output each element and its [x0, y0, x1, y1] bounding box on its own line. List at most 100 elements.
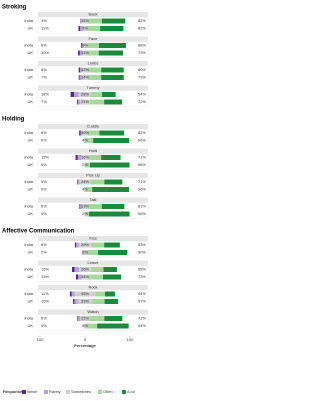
row-label: India [24, 267, 33, 272]
bar-segment [82, 204, 88, 209]
legend-label: Never [27, 389, 38, 394]
bar-segment [85, 162, 90, 168]
panel-strip [38, 148, 148, 154]
row-label: India [24, 130, 33, 135]
value-label: 7% [41, 99, 47, 104]
panel-strip [38, 36, 148, 42]
value-label: 81% [138, 204, 146, 209]
panel-strip [38, 309, 148, 315]
panel-title: Pick Up [86, 173, 101, 178]
row-label: UK [27, 323, 33, 328]
value-label: 33% [81, 299, 89, 304]
legend-swatch [44, 390, 48, 394]
bar-segment [76, 242, 79, 248]
panel-strip [38, 85, 148, 91]
bar-segment [79, 179, 91, 185]
bar-segment [101, 75, 124, 80]
row-label: India [24, 92, 33, 97]
bar-segment [74, 267, 80, 272]
legend-label: Sometimes [71, 389, 91, 394]
bar-segment [85, 187, 93, 192]
value-label: 0% [41, 162, 47, 167]
value-label: 72% [138, 316, 146, 321]
bar-segment [89, 162, 130, 168]
bar-segment [104, 316, 123, 321]
value-label: 0% [41, 138, 47, 143]
value-label: 90% [138, 250, 146, 255]
bar-segment [78, 67, 81, 73]
x-tick-label: 0 [84, 337, 87, 342]
value-label: 0% [41, 323, 47, 328]
bar-segment [104, 242, 120, 248]
value-label: 98% [138, 211, 146, 216]
bar-segment [82, 130, 88, 136]
bar-segment [73, 299, 75, 304]
bar-segment [98, 43, 126, 48]
bar-segment [75, 155, 78, 160]
bar-segment [79, 267, 91, 272]
panel-strip [38, 285, 148, 290]
row-label: UK [27, 162, 33, 167]
bar-segment [77, 299, 93, 304]
panel-strip [38, 173, 148, 178]
row-label: UK [27, 187, 33, 192]
value-label: 8% [41, 242, 47, 247]
bar-segment [71, 267, 75, 272]
bar-segment [78, 179, 80, 185]
bar-segment [87, 67, 102, 73]
row-label: India [24, 242, 33, 247]
bar-segment [82, 50, 88, 56]
value-label: 21% [81, 99, 89, 104]
row-label: UK [27, 211, 33, 216]
bar-segment [104, 299, 119, 304]
legend-swatch [66, 390, 70, 394]
value-label: 5% [41, 179, 47, 184]
bar-segment [78, 316, 81, 321]
value-label: 24% [81, 179, 89, 184]
legend-label: Rarely [49, 389, 61, 394]
value-label: 6% [41, 316, 47, 321]
bar-segment [101, 155, 121, 160]
bar-segment [82, 250, 84, 255]
bar-segment [97, 323, 129, 329]
row-label: India [24, 155, 33, 160]
value-label: 28% [81, 92, 89, 97]
bar-segment [79, 204, 81, 209]
panel-title: Hold [89, 148, 97, 153]
bar-segment [103, 274, 121, 280]
bar-segment [77, 155, 82, 160]
panel-title: Back [89, 12, 98, 17]
value-label: 10% [41, 299, 49, 304]
bar-segment [77, 99, 79, 105]
value-label: 57% [138, 299, 146, 304]
bar-segment [85, 138, 94, 143]
value-label: 11% [41, 291, 49, 296]
value-label: 82% [138, 18, 146, 23]
bar-segment [79, 130, 81, 136]
value-label: 45% [81, 291, 89, 296]
row-label: UK [27, 250, 33, 255]
legend-title: Response [3, 389, 23, 394]
value-label: 4% [82, 187, 88, 192]
x-axis-label: Percentage [74, 343, 96, 348]
value-label: 0% [41, 187, 47, 192]
bar-segment [91, 242, 105, 248]
bar-segment [88, 18, 102, 24]
bar-segment [102, 92, 116, 97]
bar-segment [78, 274, 82, 280]
value-label: 22% [81, 316, 89, 321]
value-label: 0% [41, 211, 47, 216]
section-title: Holding [2, 117, 25, 123]
bar-segment [101, 67, 124, 73]
bar-segment [95, 291, 106, 297]
bar-segment [105, 291, 115, 297]
value-label: 3% [41, 18, 47, 23]
bar-segment [79, 75, 82, 80]
panel-title: Tummy [86, 85, 99, 90]
value-label: 13% [41, 155, 49, 160]
bar-segment [88, 75, 102, 80]
value-label: 6% [82, 43, 88, 48]
row-label: UK [27, 99, 33, 104]
chart: Stroking Back India 3% 15% 82% UK 11% 7% 82% Face I… [2, 5, 149, 394]
bar-segment [87, 130, 100, 136]
